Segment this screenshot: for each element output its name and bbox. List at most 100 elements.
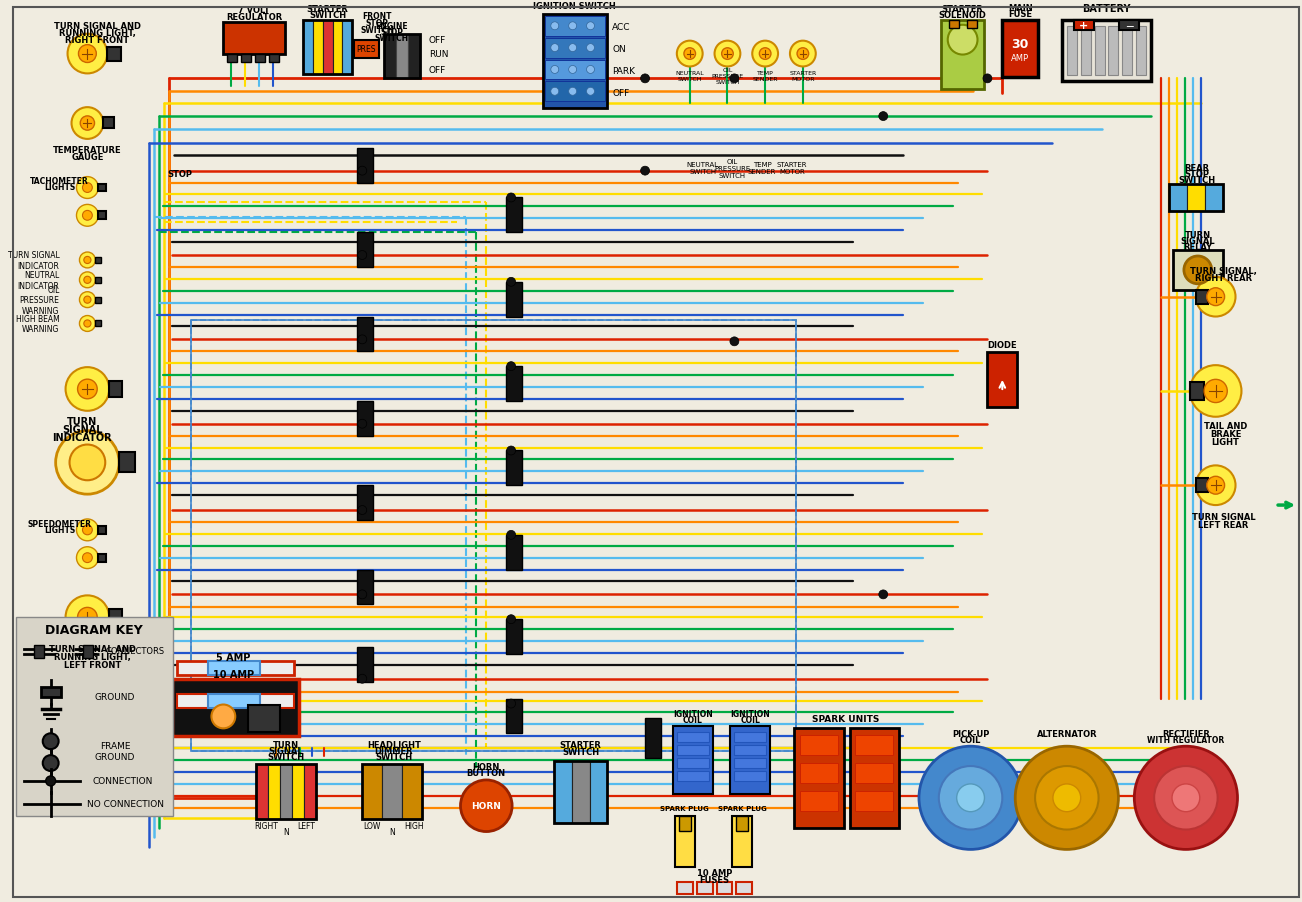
Text: RELAY: RELAY [1184,243,1212,252]
Bar [292,764,303,819]
Circle shape [569,88,577,97]
Circle shape [551,44,559,52]
Text: NEUTRAL
SWITCH: NEUTRAL SWITCH [686,162,719,175]
Circle shape [569,23,577,31]
Bar [799,735,837,755]
Circle shape [983,75,992,84]
Bar [120,453,135,473]
Circle shape [506,699,516,708]
Bar [553,761,607,823]
Circle shape [586,88,595,97]
Bar [402,764,422,819]
Bar [362,764,381,819]
Bar [677,759,708,769]
Text: TURN: TURN [1185,230,1211,239]
Text: N: N [283,827,289,836]
Text: FRONT: FRONT [362,13,392,22]
Text: RIGHT: RIGHT [254,821,277,830]
Text: RIGHT FRONT: RIGHT FRONT [65,36,129,45]
Bar [941,21,984,90]
Bar [966,21,976,29]
Circle shape [79,292,95,308]
Text: SPARK PLUG: SPARK PLUG [717,805,767,811]
Text: SWITCH: SWITCH [562,747,599,756]
Bar [677,732,708,742]
Bar [506,699,522,733]
Text: SPARK PLUG: SPARK PLUG [660,805,710,811]
Text: LEFT FRONT: LEFT FRONT [64,660,121,669]
Bar [303,764,315,819]
Text: RUNNING LIGHT,: RUNNING LIGHT, [53,653,130,662]
Circle shape [948,26,978,56]
Circle shape [684,49,695,60]
Circle shape [56,431,120,494]
Circle shape [753,41,779,68]
Bar [95,278,102,283]
Bar [734,759,766,769]
Circle shape [82,525,92,535]
Bar [40,687,61,697]
Bar [357,401,374,437]
Text: 30: 30 [1012,38,1029,51]
Bar [95,321,102,327]
Circle shape [358,675,367,684]
Text: FUSE: FUSE [1008,10,1032,19]
Circle shape [586,44,595,52]
Circle shape [68,34,107,74]
Circle shape [358,419,367,428]
Circle shape [43,755,59,771]
Bar [734,732,766,742]
Text: RIGHT REAR: RIGHT REAR [1195,274,1253,283]
Text: LIGHTS: LIGHTS [44,526,76,535]
Bar [177,694,294,708]
Text: ALTERNATOR: ALTERNATOR [1036,729,1098,738]
Circle shape [879,113,888,122]
Text: STOP: STOP [1185,170,1210,179]
Text: STARTER: STARTER [306,5,349,14]
Bar [1074,21,1094,31]
Text: MAIN: MAIN [1008,5,1032,14]
Bar [177,661,294,675]
Text: GROUND: GROUND [95,693,135,702]
Text: TURN SIGNAL
INDICATOR: TURN SIGNAL INDICATOR [8,251,60,271]
Text: RUNNING LIGHT,: RUNNING LIGHT, [59,29,135,38]
Circle shape [461,780,512,832]
Bar [716,882,733,894]
Text: TURN SIGNAL: TURN SIGNAL [1191,513,1255,522]
Text: ─: ─ [1126,21,1133,31]
Circle shape [715,41,741,68]
Bar [506,367,522,401]
Circle shape [879,590,888,599]
Bar [734,771,766,781]
Bar [1120,21,1139,31]
Circle shape [82,211,92,221]
Bar [1122,27,1133,77]
Circle shape [1134,746,1237,850]
Text: 10 AMP: 10 AMP [212,669,254,679]
Text: TURN SIGNAL AND: TURN SIGNAL AND [49,645,135,654]
Bar [256,764,315,819]
Bar [799,763,837,783]
Bar [1195,479,1208,492]
Text: COIL: COIL [741,715,760,724]
Text: HIGH BEAM
WARNING: HIGH BEAM WARNING [16,315,60,334]
Text: ACC: ACC [612,23,631,32]
Bar [737,882,753,894]
Bar [543,14,607,109]
Text: LIGHTS: LIGHTS [44,183,76,192]
Bar [1066,27,1077,77]
Circle shape [77,520,99,541]
Text: TACHOMETER: TACHOMETER [30,177,89,186]
Bar [590,761,607,823]
Bar [1137,27,1146,77]
Text: SOLENOID: SOLENOID [939,12,987,21]
Bar [99,554,107,562]
Bar [103,118,115,129]
Bar [342,21,353,76]
Text: SWITCH: SWITCH [375,34,409,43]
Circle shape [730,337,738,346]
Bar [362,764,422,819]
Bar [506,535,522,570]
Bar [734,745,766,755]
Text: PICK-UP: PICK-UP [952,729,990,738]
